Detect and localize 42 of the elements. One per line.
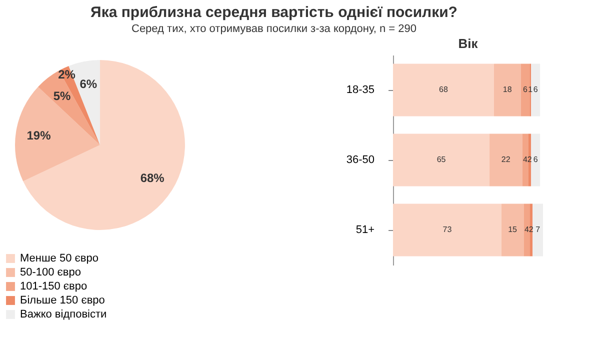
legend-label: Важко відповісти xyxy=(20,308,107,320)
data-label: 68% xyxy=(140,171,165,186)
data-label: 6 xyxy=(522,85,528,94)
legend-label: 50-100 євро xyxy=(20,266,81,278)
text: Яка приблизна середня вартість однієї посилки? xyxy=(90,4,458,21)
legend-label: 101-150 євро xyxy=(20,280,88,292)
data-label: 1 xyxy=(528,85,534,94)
bar xyxy=(494,64,521,116)
data-label: 4 xyxy=(522,155,528,164)
y-tick-label: 18-35 xyxy=(346,84,374,96)
data-label: 73 xyxy=(442,225,452,234)
legend-label: Менше 50 євро xyxy=(20,252,98,264)
data-label: 15 xyxy=(508,225,518,234)
pie-slice xyxy=(15,86,100,182)
legend-label: Більше 150 євро xyxy=(20,294,105,306)
data-label: 5% xyxy=(53,89,71,104)
bar xyxy=(393,134,490,186)
bar xyxy=(531,134,540,186)
chart-title: Вік xyxy=(458,36,478,51)
bar xyxy=(522,134,528,186)
data-label: 4 xyxy=(524,225,530,234)
data-label: 6 xyxy=(533,85,538,94)
bar xyxy=(393,64,494,116)
bar xyxy=(490,134,522,186)
bar xyxy=(524,204,530,256)
data-label: 6 xyxy=(533,155,538,164)
data-label: 65 xyxy=(436,155,446,164)
pie-slice xyxy=(23,60,185,230)
y-tick-label: 51+ xyxy=(356,224,374,236)
data-label: 7 xyxy=(536,225,541,234)
data-label: 18 xyxy=(502,85,512,94)
bar xyxy=(520,64,530,116)
bar xyxy=(393,204,502,256)
data-label: 6% xyxy=(80,77,98,92)
data-label: 19% xyxy=(26,128,52,142)
bar xyxy=(531,64,540,116)
y-tick-label: 36-50 xyxy=(346,154,374,166)
bar xyxy=(501,204,524,256)
bar xyxy=(532,204,543,256)
text: Серед тих, хто отримував посилки з-за кордону, n = 290 xyxy=(131,23,417,35)
data-label: 22 xyxy=(501,155,511,164)
data-label: 68 xyxy=(439,85,448,94)
